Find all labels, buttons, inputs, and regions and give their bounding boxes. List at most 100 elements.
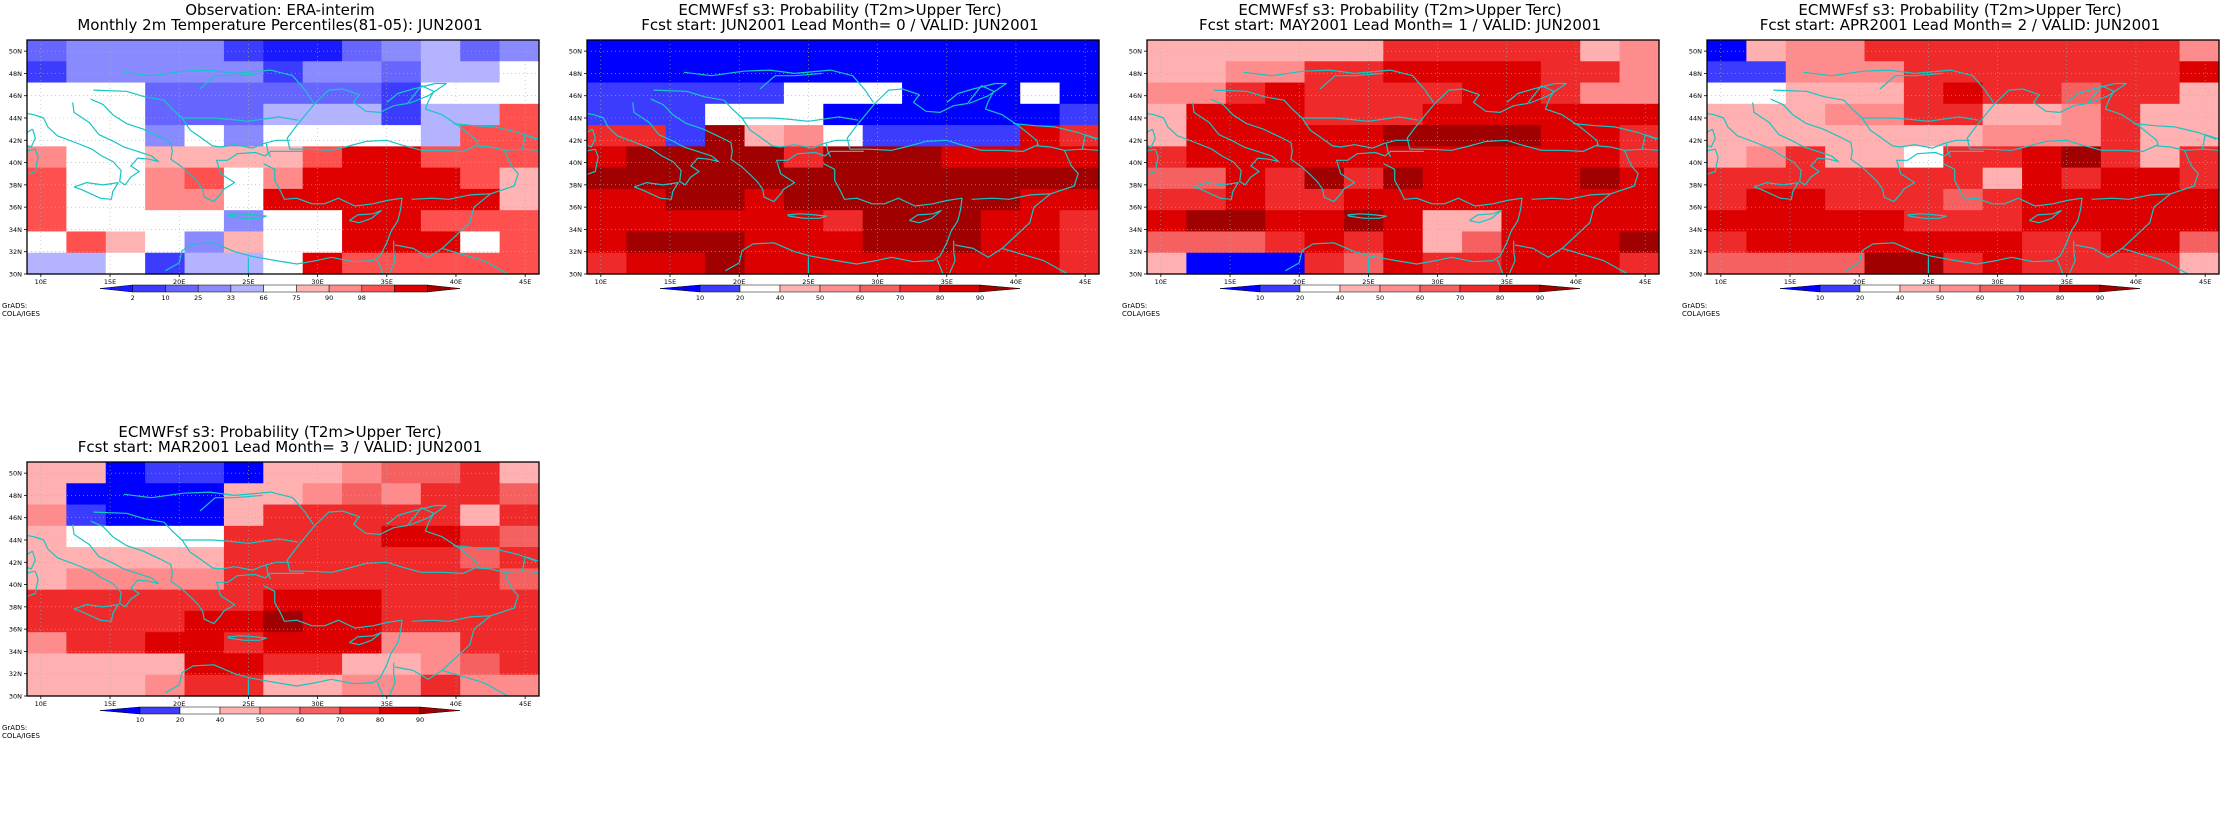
grid-cell bbox=[145, 40, 186, 62]
coastline-path bbox=[1147, 102, 1280, 186]
x-tick-label: 30E bbox=[311, 700, 323, 708]
grid-cell bbox=[499, 504, 540, 527]
grid-cell bbox=[665, 252, 706, 275]
grid-cell bbox=[1383, 188, 1424, 211]
grid-cell bbox=[1982, 210, 2023, 233]
grid-cell bbox=[1147, 188, 1187, 211]
colorbar-swatch bbox=[2059, 284, 2101, 293]
grid-cell bbox=[184, 125, 225, 147]
colorbar-swatch bbox=[132, 284, 166, 293]
grid-cell bbox=[145, 674, 186, 697]
y-tick-label: 44N bbox=[1129, 115, 1142, 123]
grid-cell bbox=[223, 82, 264, 105]
grid-cell bbox=[2179, 103, 2220, 126]
grid-cell bbox=[184, 674, 225, 697]
grid-cell bbox=[980, 252, 1021, 275]
colorbar-swatch bbox=[939, 284, 981, 293]
grid-cell bbox=[1422, 82, 1463, 105]
grid-cell bbox=[263, 188, 304, 211]
y-tick-label: 32N bbox=[9, 248, 22, 256]
grid-cell bbox=[1982, 146, 2023, 169]
grid-cell bbox=[980, 82, 1021, 105]
grid-cell bbox=[2100, 252, 2141, 275]
x-tick-label: 35E bbox=[381, 700, 393, 708]
colorbar-label: 60 bbox=[1416, 294, 1424, 302]
grid-cell bbox=[342, 188, 383, 211]
grid-cell bbox=[1265, 61, 1306, 84]
coastline-path bbox=[1013, 123, 1097, 140]
grid-cell bbox=[1304, 252, 1345, 275]
grid-cell bbox=[705, 231, 746, 254]
grid-cell bbox=[941, 40, 982, 62]
grid-cell bbox=[2100, 82, 2141, 105]
grid-cell bbox=[1304, 61, 1345, 84]
grid-cell bbox=[1225, 231, 1266, 254]
coastline-path bbox=[388, 240, 396, 274]
grid-cell bbox=[1383, 210, 1424, 233]
grid-cell bbox=[1619, 103, 1660, 126]
grid-cell bbox=[27, 610, 67, 633]
grid-cell bbox=[381, 674, 422, 697]
coastline-path bbox=[521, 556, 539, 572]
coastline-path bbox=[1210, 98, 1424, 203]
grid-cell bbox=[2061, 252, 2102, 275]
grid-cell bbox=[2022, 231, 2063, 254]
grid-cell bbox=[1186, 252, 1227, 275]
coastline-path bbox=[1147, 148, 1159, 175]
grid-cell bbox=[783, 146, 824, 169]
grid-cell bbox=[1580, 125, 1621, 147]
colorbar-label: 70 bbox=[336, 716, 344, 724]
grid-cell bbox=[1619, 188, 1660, 211]
colorbar-swatch bbox=[859, 284, 901, 293]
coastline-path bbox=[759, 72, 823, 90]
coastline-path bbox=[846, 85, 1039, 153]
grid-cell bbox=[587, 252, 627, 275]
panel-title-line1: Observation: ERA-interim bbox=[185, 1, 375, 19]
coastlines bbox=[1147, 69, 1659, 274]
grid-cell bbox=[2179, 61, 2220, 84]
grid-cell bbox=[342, 462, 383, 484]
grid-cell bbox=[1825, 231, 1866, 254]
grid-cell bbox=[420, 146, 461, 169]
grid-cell bbox=[342, 146, 383, 169]
coastline-path bbox=[265, 143, 272, 158]
grid-cell bbox=[744, 210, 785, 233]
grid-cell bbox=[1580, 231, 1621, 254]
grid-cell bbox=[902, 125, 943, 147]
axis-labels: 10E 15E 20E 25E 30E 35E 40E 45E 50N 48N 46N 44N 42N 4… bbox=[9, 470, 531, 708]
grid-cell bbox=[1147, 231, 1187, 254]
grid-cell bbox=[2100, 40, 2141, 62]
grid-cell bbox=[1825, 188, 1866, 211]
grid-cell bbox=[2179, 82, 2220, 105]
grid-cell bbox=[342, 589, 383, 612]
grid-cell bbox=[223, 167, 264, 190]
grid-cell bbox=[145, 167, 186, 190]
y-tick-label: 38N bbox=[9, 181, 22, 189]
grid-cell bbox=[342, 125, 383, 147]
colorbar-swatch bbox=[1779, 284, 1821, 293]
grid-cell bbox=[2179, 188, 2220, 211]
grid-cell bbox=[2022, 61, 2063, 84]
grid-cell bbox=[223, 103, 264, 126]
grid-cell bbox=[184, 252, 225, 275]
grid-cell bbox=[1501, 103, 1542, 126]
grid-cell bbox=[1903, 103, 1944, 126]
y-tick-label: 38N bbox=[569, 181, 582, 189]
grid-cell bbox=[1225, 146, 1266, 169]
grid-cell bbox=[499, 231, 540, 254]
colorbar-label: 60 bbox=[1976, 294, 1984, 302]
grid-cell bbox=[1343, 210, 1384, 233]
grid-cell bbox=[1864, 125, 1905, 147]
grid-cell bbox=[223, 632, 264, 655]
colorbar: 2 10 25 33 66 75 90 98 bbox=[99, 284, 461, 302]
grid-cell bbox=[665, 210, 706, 233]
x-tick-label: 40E bbox=[1570, 278, 1582, 286]
y-tick-label: 46N bbox=[9, 514, 22, 522]
colorbar-label: 90 bbox=[2096, 294, 2104, 302]
credit-label: GrADS: COLA/IGES bbox=[2, 302, 40, 318]
grid-cell bbox=[145, 210, 186, 233]
grid-cell bbox=[1422, 210, 1463, 233]
y-tick-label: 34N bbox=[9, 226, 22, 234]
y-tick-label: 32N bbox=[1689, 248, 1702, 256]
colorbar: 10 20 40 50 60 70 80 90 bbox=[659, 284, 1021, 302]
